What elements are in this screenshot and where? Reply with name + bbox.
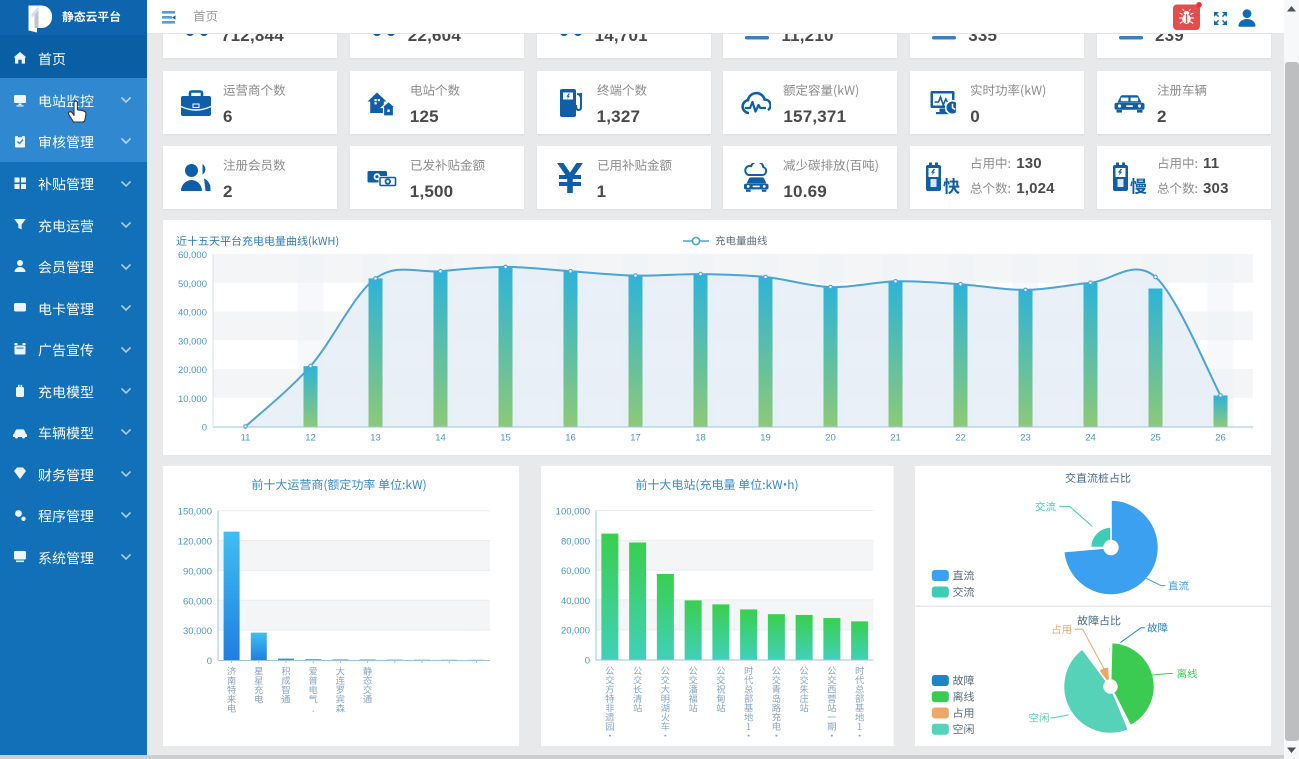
svg-text:10,000: 10,000 (178, 394, 207, 405)
svg-text:0: 0 (207, 656, 212, 667)
svg-text:40,000: 40,000 (561, 596, 590, 607)
svg-text:90,000: 90,000 (183, 566, 212, 577)
svg-text:15: 15 (500, 433, 511, 444)
svg-text:16: 16 (565, 433, 576, 444)
svg-text:17: 17 (630, 433, 641, 444)
svg-text:19: 19 (760, 433, 771, 444)
svg-text:24: 24 (1085, 433, 1096, 444)
svg-text:13: 13 (370, 433, 381, 444)
svg-text:120,000: 120,000 (178, 537, 212, 548)
svg-text:0: 0 (585, 656, 590, 667)
svg-text:20,000: 20,000 (561, 626, 590, 637)
svg-text:11: 11 (241, 433, 251, 444)
svg-text:14: 14 (435, 433, 446, 444)
svg-text:60,000: 60,000 (561, 566, 590, 577)
svg-text:26: 26 (1215, 433, 1226, 444)
svg-text:40,000: 40,000 (178, 308, 207, 319)
svg-text:25: 25 (1150, 433, 1161, 444)
svg-text:18: 18 (695, 433, 706, 444)
svg-text:30,000: 30,000 (183, 626, 212, 637)
svg-text:50,000: 50,000 (178, 279, 207, 290)
svg-text:60,000: 60,000 (183, 596, 212, 607)
svg-text:21: 21 (890, 433, 901, 444)
svg-text:30,000: 30,000 (178, 336, 207, 347)
svg-text:20,000: 20,000 (178, 365, 207, 376)
svg-text:150,000: 150,000 (178, 507, 212, 518)
svg-text:12: 12 (305, 433, 316, 444)
svg-text:23: 23 (1020, 433, 1031, 444)
svg-text:100,000: 100,000 (556, 507, 590, 518)
svg-text:0: 0 (202, 423, 207, 434)
svg-text:80,000: 80,000 (561, 536, 590, 547)
svg-text:20: 20 (825, 433, 836, 444)
svg-text:60,000: 60,000 (178, 250, 207, 261)
svg-text:22: 22 (955, 433, 966, 444)
